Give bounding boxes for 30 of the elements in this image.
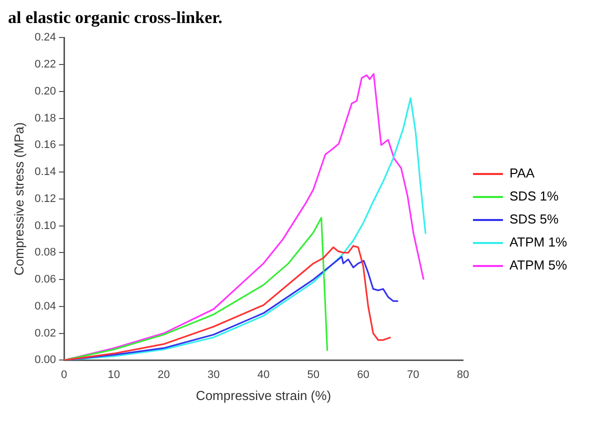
y-tick-label: 0.20 [34, 85, 56, 98]
legend-label: SDS 1% [509, 188, 560, 204]
x-tick-label: 0 [60, 368, 68, 381]
x-tick-label: 10 [108, 368, 120, 381]
y-axis-title: Compressive stress (MPa) [11, 122, 26, 276]
legend-label: ATPM 5% [509, 258, 568, 273]
x-tick-label: 60 [357, 368, 370, 381]
y-tick-label: 0.04 [34, 300, 56, 312]
x-tick-label: 30 [207, 368, 220, 381]
legend-label: SDS 5% [509, 212, 560, 227]
y-tick-label: 0.18 [34, 112, 56, 124]
x-tick-label: 50 [307, 368, 320, 381]
y-tick-label: 0.24 [34, 32, 56, 44]
y-tick-label: 0.00 [34, 354, 56, 366]
y-tick-label: 0.16 [34, 139, 56, 152]
x-tick-label: 80 [456, 368, 470, 381]
y-tick-label: 0.06 [34, 274, 56, 286]
x-tick-label: 70 [406, 368, 420, 381]
legend-label: PAA [509, 166, 535, 181]
x-tick-label: 40 [257, 368, 270, 381]
y-tick-label: 0.10 [34, 220, 56, 232]
y-tick-label: 0.22 [34, 58, 56, 71]
text: al elastic organic cross-linker. [8, 8, 224, 28]
legend-label: ATPM 1% [509, 234, 568, 250]
y-tick-label: 0.02 [34, 327, 56, 340]
x-axis-title: Compressive strain (%) [196, 388, 332, 403]
y-tick-label: 0.08 [34, 246, 56, 259]
y-tick-label: 0.12 [34, 192, 56, 205]
y-tick-label: 0.14 [34, 166, 56, 178]
x-tick-label: 20 [158, 368, 170, 381]
